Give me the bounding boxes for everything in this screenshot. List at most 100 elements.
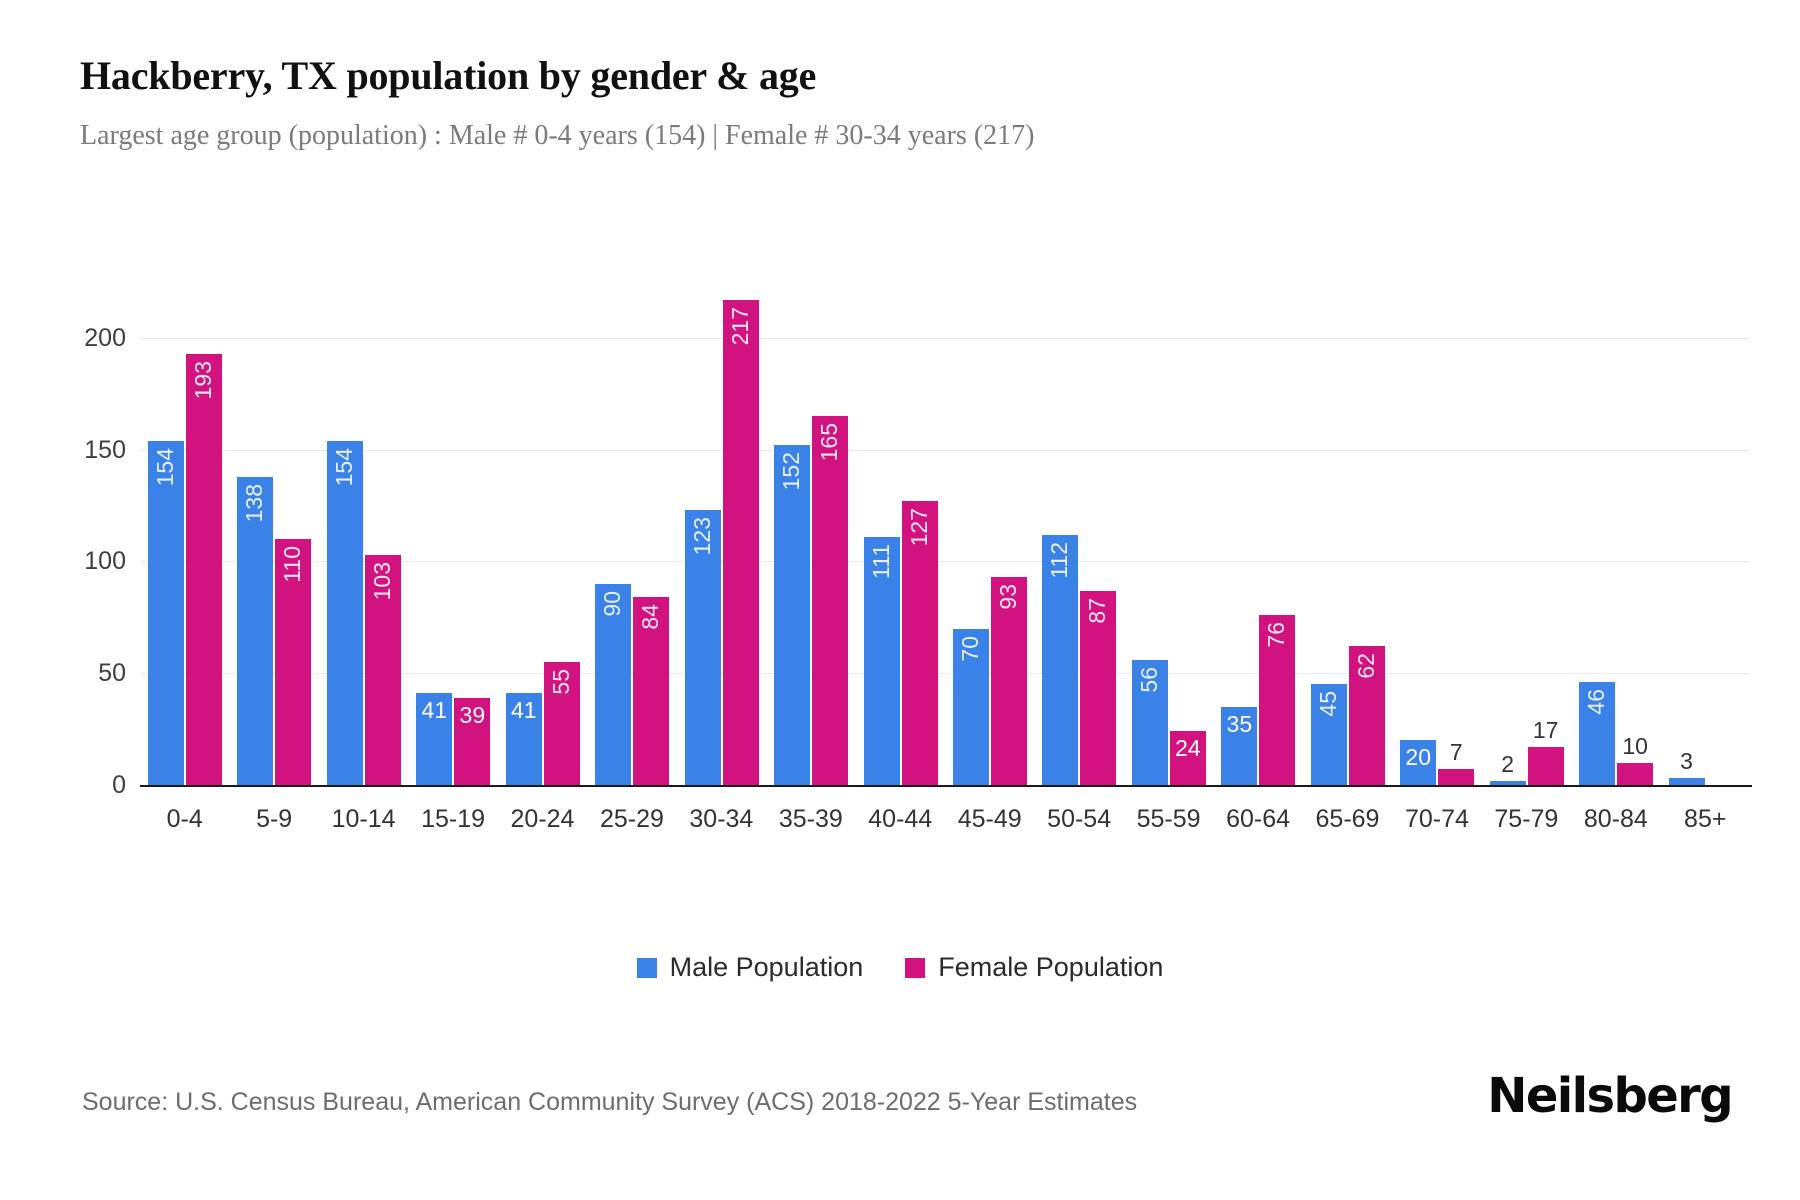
bar-male[interactable]: 41 <box>505 693 542 785</box>
x-axis-tick-label: 5-9 <box>256 805 293 833</box>
bar-male[interactable]: 41 <box>416 693 453 785</box>
bar-male[interactable]: 70 <box>953 628 989 785</box>
legend-swatch-icon <box>905 957 926 978</box>
y-axis-tick-label: 100 <box>84 547 126 576</box>
bar-value-label: 154 <box>152 447 178 487</box>
x-axis-tick-label: 85+ <box>1684 805 1727 833</box>
bar-female[interactable]: 39 <box>454 697 491 785</box>
bar-value-label: 46 <box>1583 689 1610 715</box>
bar-male[interactable]: 138 <box>237 476 274 785</box>
page-title: Hackberry, TX population by gender & age <box>80 53 817 98</box>
bar-female[interactable]: 193 <box>186 353 222 785</box>
bar-value-label: 103 <box>368 561 395 601</box>
bar-group: 111 127 <box>856 300 945 785</box>
bar-male[interactable]: 46 <box>1579 682 1616 785</box>
bar-female[interactable]: 17 <box>1527 719 1564 785</box>
x-axis-tick-label: 15-19 <box>421 805 486 833</box>
bar-value-label: 84 <box>637 604 664 630</box>
bar-male[interactable]: 20 <box>1400 740 1437 785</box>
bar-female[interactable]: 93 <box>991 577 1027 785</box>
bar-female[interactable]: 10 <box>1617 734 1654 785</box>
bar-female[interactable]: 84 <box>633 597 670 785</box>
bar-female[interactable]: 76 <box>1259 615 1296 785</box>
bar-value-label: 193 <box>190 360 216 400</box>
bar-group: 41 55 <box>498 300 587 785</box>
bar-value-label: 35 <box>1226 710 1253 737</box>
bar-female[interactable]: 165 <box>812 416 849 785</box>
x-axis-tick-label: 30-34 <box>689 805 754 833</box>
y-axis-tick-label: 0 <box>112 771 126 799</box>
bar-female[interactable]: 127 <box>901 501 938 785</box>
bar-value-label: 123 <box>688 517 715 556</box>
bar-female[interactable]: 62 <box>1348 646 1385 785</box>
bar-group: 41 39 <box>408 300 497 785</box>
x-axis-tick-label: 45-49 <box>957 805 1022 833</box>
gridline <box>140 337 1750 339</box>
bar-male[interactable]: 56 <box>1131 659 1168 785</box>
bar-value-label: 127 <box>905 508 932 547</box>
bar-value-label: 10 <box>1622 732 1648 759</box>
bar-value-label: 93 <box>995 584 1021 610</box>
bar-group: 154 103 <box>319 300 408 785</box>
bar-value-label: 112 <box>1046 541 1073 579</box>
bar-value-label: 41 <box>421 697 448 724</box>
bar-group: 154 193 <box>140 300 229 785</box>
x-axis-tick-label: 55-59 <box>1136 805 1201 833</box>
bar-female[interactable]: 7 <box>1438 741 1475 785</box>
bar-male[interactable]: 152 <box>774 445 811 785</box>
bar-female[interactable]: 103 <box>364 554 401 785</box>
bar-male[interactable]: 123 <box>684 510 721 785</box>
legend-swatch-icon <box>636 957 657 978</box>
bar-male[interactable]: 154 <box>326 440 363 785</box>
x-axis-tick-label: 70-74 <box>1404 805 1469 833</box>
bar-female[interactable]: 24 <box>1169 731 1206 785</box>
bar-value-label: 165 <box>816 423 843 462</box>
bar-group: 45 62 <box>1303 300 1392 785</box>
bar-value-label: 45 <box>1314 691 1341 718</box>
bar-value-label: 70 <box>957 635 983 662</box>
bar-value-label: 2 <box>1501 750 1515 777</box>
y-axis-tick-label: 200 <box>84 323 126 352</box>
bar-male[interactable]: 90 <box>595 583 632 785</box>
x-axis-tick-label: 50-54 <box>1047 805 1112 833</box>
bar-value-label: 39 <box>459 701 486 728</box>
legend-label: Female Population <box>938 952 1164 982</box>
x-axis-tick-label: 40-44 <box>868 805 933 833</box>
bar-value-label: 154 <box>330 447 357 487</box>
bar-group: 70 93 <box>945 300 1034 785</box>
bar-value-label: 76 <box>1263 622 1290 648</box>
x-axis-tick-label: 10-14 <box>331 805 396 833</box>
source-note: Source: U.S. Census Bureau, American Com… <box>82 1088 1138 1116</box>
bar-male[interactable]: 154 <box>148 440 184 785</box>
gridline <box>140 673 1750 675</box>
bar-group: 3 <box>1661 300 1750 785</box>
x-axis-tick-label: 75-79 <box>1494 805 1559 833</box>
gridline <box>140 449 1750 451</box>
bar-female[interactable]: 110 <box>275 539 312 785</box>
chart-legend: Male Population Female Population <box>0 952 1800 983</box>
bar-male[interactable]: 3 <box>1668 750 1705 785</box>
bar-value-label: 138 <box>241 483 268 522</box>
bar-value-label: 24 <box>1175 735 1201 762</box>
bar-value-label: 55 <box>547 669 574 695</box>
legend-label: Male Population <box>669 952 864 982</box>
bar-male[interactable]: 2 <box>1489 752 1526 785</box>
bar-male[interactable]: 111 <box>863 536 900 785</box>
bar-male[interactable]: 112 <box>1042 534 1079 785</box>
bar-male[interactable]: 35 <box>1221 706 1258 785</box>
bar-female[interactable]: 87 <box>1080 590 1117 785</box>
x-axis-tick-label: 20-24 <box>510 805 575 833</box>
bar-value-label: 17 <box>1532 717 1559 744</box>
bar-male[interactable]: 45 <box>1310 684 1347 785</box>
x-axis-tick-label: 25-29 <box>599 805 664 833</box>
bar-group: 90 84 <box>587 300 676 785</box>
plot-area: 154 193 138 110 154 103 41 39 41 55 90 84 123 217 152 1… <box>140 300 1750 785</box>
bar-value-label: 62 <box>1352 653 1379 680</box>
legend-item[interactable]: Female Population <box>905 952 1163 983</box>
bar-value-label: 111 <box>867 543 894 579</box>
gridline <box>140 561 1750 563</box>
bar-female[interactable]: 55 <box>543 662 580 785</box>
legend-item[interactable]: Male Population <box>636 952 864 983</box>
bar-female[interactable]: 217 <box>722 300 759 785</box>
bar-value-label: 20 <box>1405 744 1432 771</box>
